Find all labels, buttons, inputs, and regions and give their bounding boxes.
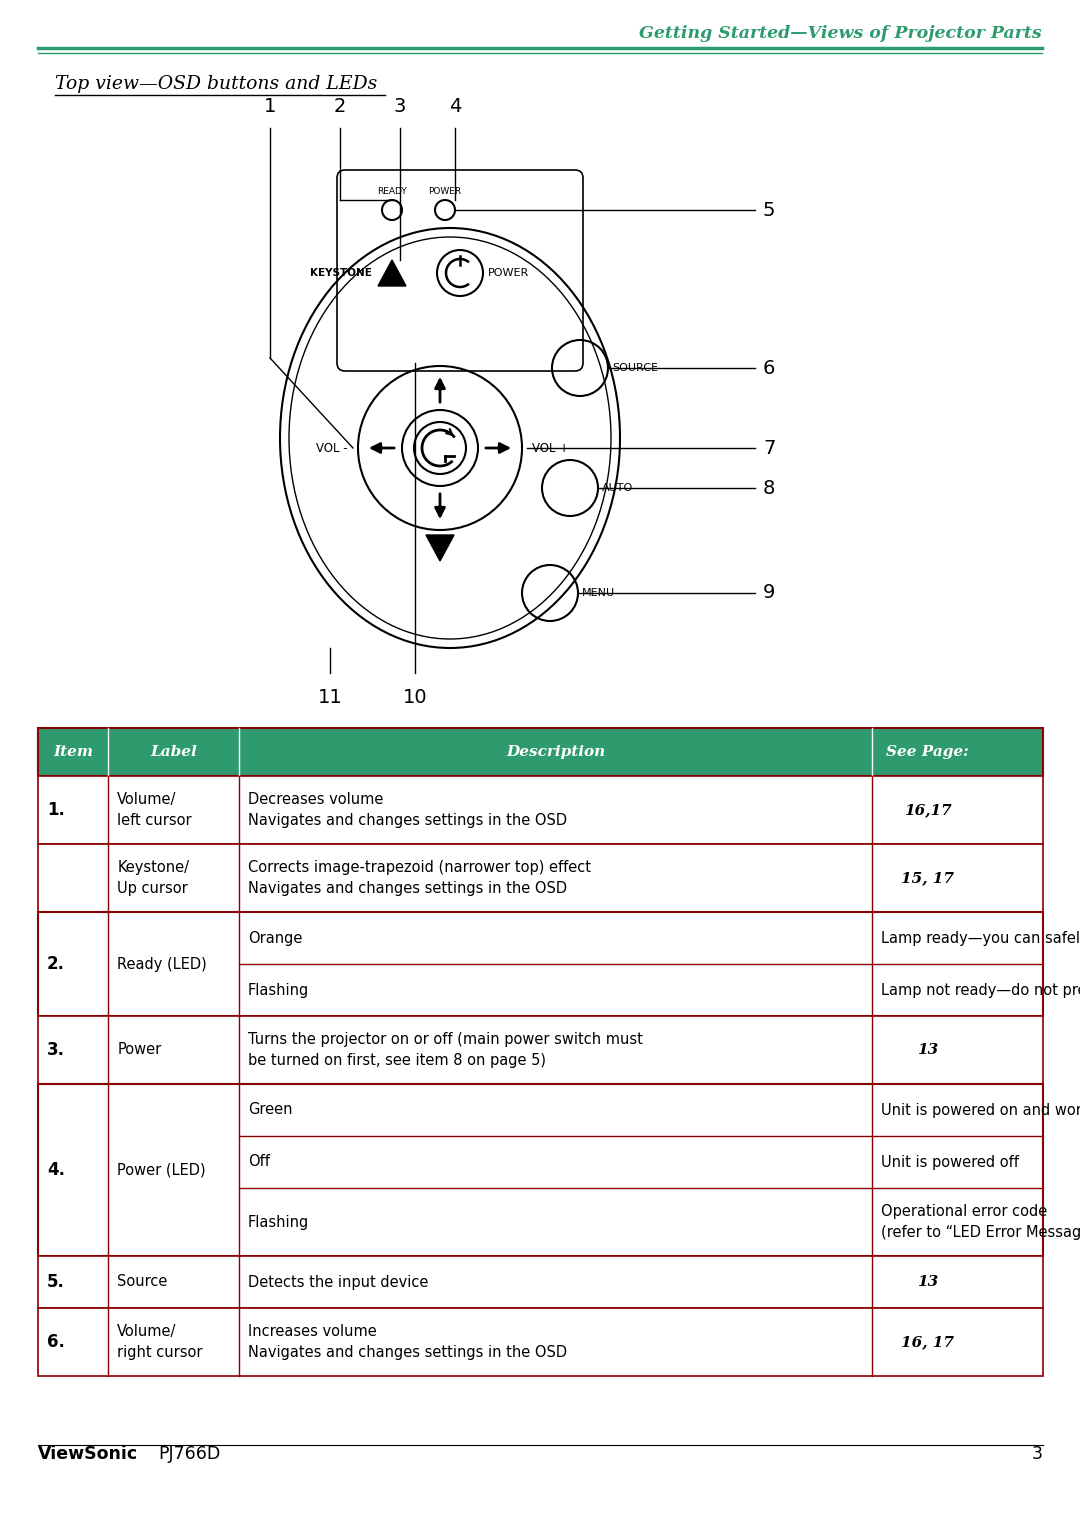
Text: Flashing: Flashing <box>248 1215 309 1230</box>
Text: 3: 3 <box>1032 1445 1043 1462</box>
Text: Increases volume
Navigates and changes settings in the OSD: Increases volume Navigates and changes s… <box>248 1323 567 1360</box>
Text: 16, 17: 16, 17 <box>901 1335 954 1349</box>
FancyBboxPatch shape <box>38 1256 1043 1308</box>
Text: AUTO: AUTO <box>602 483 633 494</box>
Text: Keystone/
Up cursor: Keystone/ Up cursor <box>118 860 189 895</box>
Text: KEYSTONE: KEYSTONE <box>310 267 372 278</box>
Text: Corrects image-trapezoid (narrower top) effect
Navigates and changes settings in: Corrects image-trapezoid (narrower top) … <box>248 860 591 895</box>
Text: Lamp ready—you can safely turn on or off the projector: Lamp ready—you can safely turn on or off… <box>881 931 1080 946</box>
Text: 6: 6 <box>762 359 775 377</box>
Text: MENU: MENU <box>582 588 616 597</box>
FancyBboxPatch shape <box>38 1083 1043 1256</box>
Text: 6.: 6. <box>48 1332 65 1351</box>
Text: Detects the input device: Detects the input device <box>248 1274 429 1290</box>
Text: Source: Source <box>118 1274 167 1290</box>
Text: Label: Label <box>150 746 197 759</box>
Text: 8: 8 <box>762 478 775 498</box>
Polygon shape <box>378 260 406 286</box>
Text: 5.: 5. <box>48 1273 65 1291</box>
Text: ViewSonic: ViewSonic <box>38 1445 138 1462</box>
Text: Volume/
left cursor: Volume/ left cursor <box>118 792 192 828</box>
Text: 3: 3 <box>394 96 406 116</box>
Text: 13: 13 <box>917 1044 939 1057</box>
Text: READY: READY <box>377 186 407 196</box>
FancyBboxPatch shape <box>38 1016 1043 1083</box>
Text: Lamp not ready—do not press the power button: Lamp not ready—do not press the power bu… <box>881 983 1080 998</box>
Text: 1.: 1. <box>48 801 65 819</box>
Text: 1: 1 <box>264 96 276 116</box>
Text: 13: 13 <box>917 1274 939 1290</box>
Text: Volume/
right cursor: Volume/ right cursor <box>118 1323 203 1360</box>
FancyBboxPatch shape <box>38 1308 1043 1377</box>
Text: 15, 17: 15, 17 <box>901 871 954 885</box>
Text: Power (LED): Power (LED) <box>118 1163 206 1178</box>
FancyBboxPatch shape <box>38 912 1043 1016</box>
Text: 3.: 3. <box>48 1041 65 1059</box>
Text: Green: Green <box>248 1103 293 1117</box>
Text: SOURCE: SOURCE <box>612 364 658 373</box>
Text: 2.: 2. <box>48 955 65 973</box>
Text: PJ766D: PJ766D <box>158 1445 220 1462</box>
Text: Off: Off <box>248 1155 270 1169</box>
Text: Getting Started—Views of Projector Parts: Getting Started—Views of Projector Parts <box>639 24 1042 41</box>
Text: Power: Power <box>118 1042 162 1057</box>
FancyBboxPatch shape <box>38 727 1043 776</box>
Text: 16,17: 16,17 <box>904 804 951 817</box>
Text: Orange: Orange <box>248 931 302 946</box>
Text: Description: Description <box>505 746 605 759</box>
Text: Turns the projector on or off (main power switch must
be turned on first, see it: Turns the projector on or off (main powe… <box>248 1031 643 1068</box>
Text: Decreases volume
Navigates and changes settings in the OSD: Decreases volume Navigates and changes s… <box>248 792 567 828</box>
Text: Unit is powered on and working correctly: Unit is powered on and working correctly <box>881 1103 1080 1117</box>
Text: Operational error code
(refer to “LED Error Messages” on page 34): Operational error code (refer to “LED Er… <box>881 1204 1080 1241</box>
Text: Ready (LED): Ready (LED) <box>118 957 207 972</box>
Text: VOL +: VOL + <box>532 442 569 454</box>
FancyBboxPatch shape <box>38 776 1043 843</box>
Text: POWER: POWER <box>429 186 461 196</box>
Text: 4.: 4. <box>48 1161 65 1180</box>
Text: POWER: POWER <box>488 267 529 278</box>
Text: Item: Item <box>53 746 93 759</box>
Text: Top view—OSD buttons and LEDs: Top view—OSD buttons and LEDs <box>55 75 377 93</box>
Text: 10: 10 <box>403 688 428 707</box>
FancyBboxPatch shape <box>38 843 1043 912</box>
Text: See Page:: See Page: <box>886 746 969 759</box>
Text: Flashing: Flashing <box>248 983 309 998</box>
Text: 4: 4 <box>449 96 461 116</box>
Text: Unit is powered off: Unit is powered off <box>881 1155 1020 1169</box>
Text: VOL -: VOL - <box>316 442 348 454</box>
Text: 9: 9 <box>762 584 775 602</box>
Text: 5: 5 <box>762 200 775 220</box>
Text: 2: 2 <box>334 96 347 116</box>
Polygon shape <box>426 535 454 561</box>
Text: 11: 11 <box>318 688 342 707</box>
Text: 7: 7 <box>762 439 775 457</box>
